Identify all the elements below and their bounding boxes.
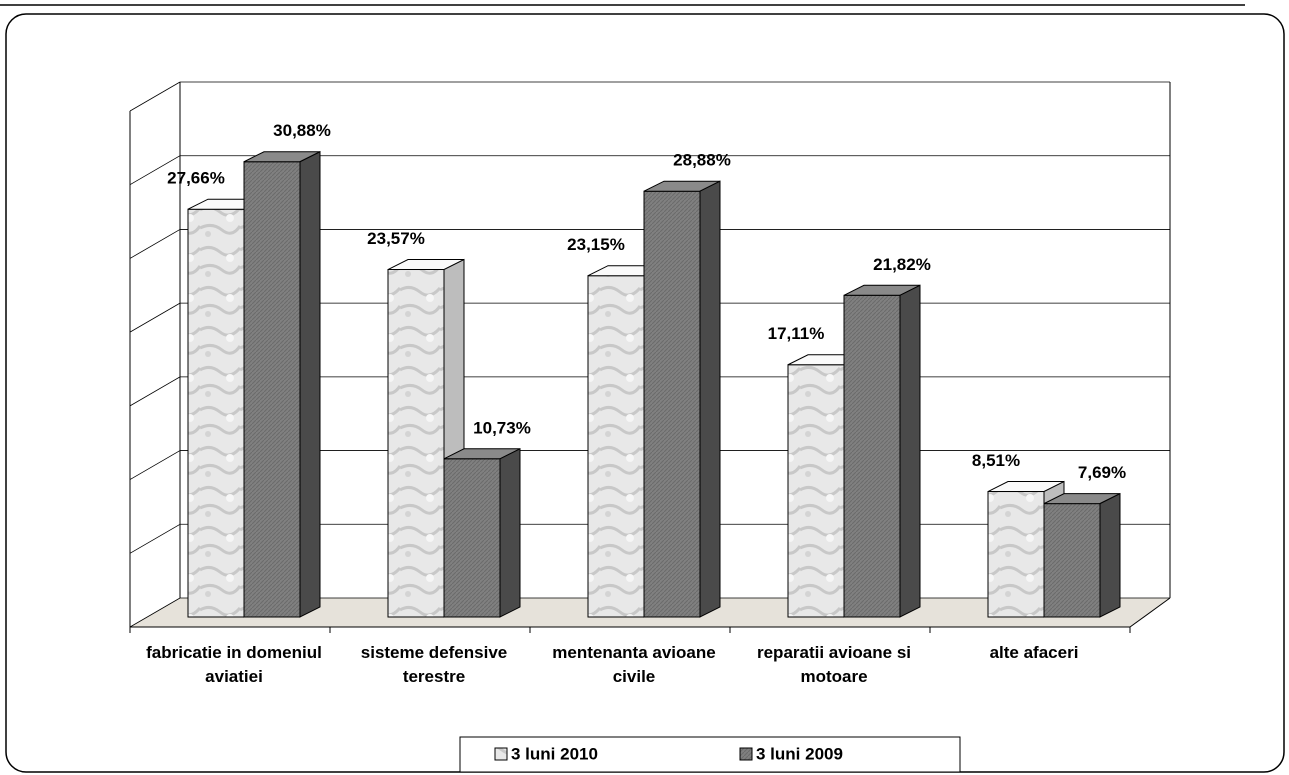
value-label: 8,51% — [972, 451, 1020, 470]
value-label: 23,57% — [367, 229, 425, 248]
bar — [1043, 503, 1101, 618]
grid-line — [129, 376, 181, 407]
value-label: 28,88% — [673, 151, 731, 170]
grid-line — [129, 81, 181, 112]
legend-swatch — [739, 747, 753, 761]
bar — [443, 458, 501, 618]
bar — [587, 275, 645, 618]
bar-side — [299, 150, 321, 618]
x-tick-label: reparatii avioane si motoare — [756, 643, 912, 686]
x-tick-label: alte afaceri — [989, 643, 1079, 662]
value-label: 10,73% — [473, 418, 531, 437]
value-label: 23,15% — [567, 235, 625, 254]
legend-swatch — [494, 747, 508, 761]
value-label: 30,88% — [273, 121, 331, 140]
x-tick-label: sisteme defensive terestre — [360, 643, 508, 686]
bar — [787, 364, 845, 618]
value-label: 17,11% — [768, 324, 825, 343]
grid-line — [129, 302, 181, 333]
grid-line — [129, 523, 181, 554]
bar — [987, 491, 1045, 618]
bar — [387, 269, 445, 618]
legend-label: 3 luni 2010 — [511, 744, 598, 763]
bar-side — [499, 448, 521, 618]
bar-side — [699, 180, 721, 618]
bar — [643, 190, 701, 618]
x-tick-label: mentenanta avioane civile — [552, 643, 716, 686]
grid-line — [129, 450, 181, 480]
legend-box — [459, 736, 961, 773]
bar-side — [899, 284, 921, 618]
grid-line — [129, 155, 181, 186]
value-label: 21,82% — [873, 255, 931, 274]
legend-label: 3 luni 2009 — [756, 744, 843, 763]
bar — [843, 294, 901, 618]
bar — [187, 208, 245, 618]
floor-edge — [1129, 597, 1171, 628]
grid-line — [129, 597, 181, 628]
bar-side — [1099, 492, 1121, 618]
x-tick-label: fabricatie in domeniul aviatiei — [146, 643, 322, 686]
grid-line — [129, 229, 181, 259]
value-label: 27,66% — [167, 169, 225, 188]
value-label: 7,69% — [1078, 463, 1126, 482]
bar — [243, 161, 301, 618]
